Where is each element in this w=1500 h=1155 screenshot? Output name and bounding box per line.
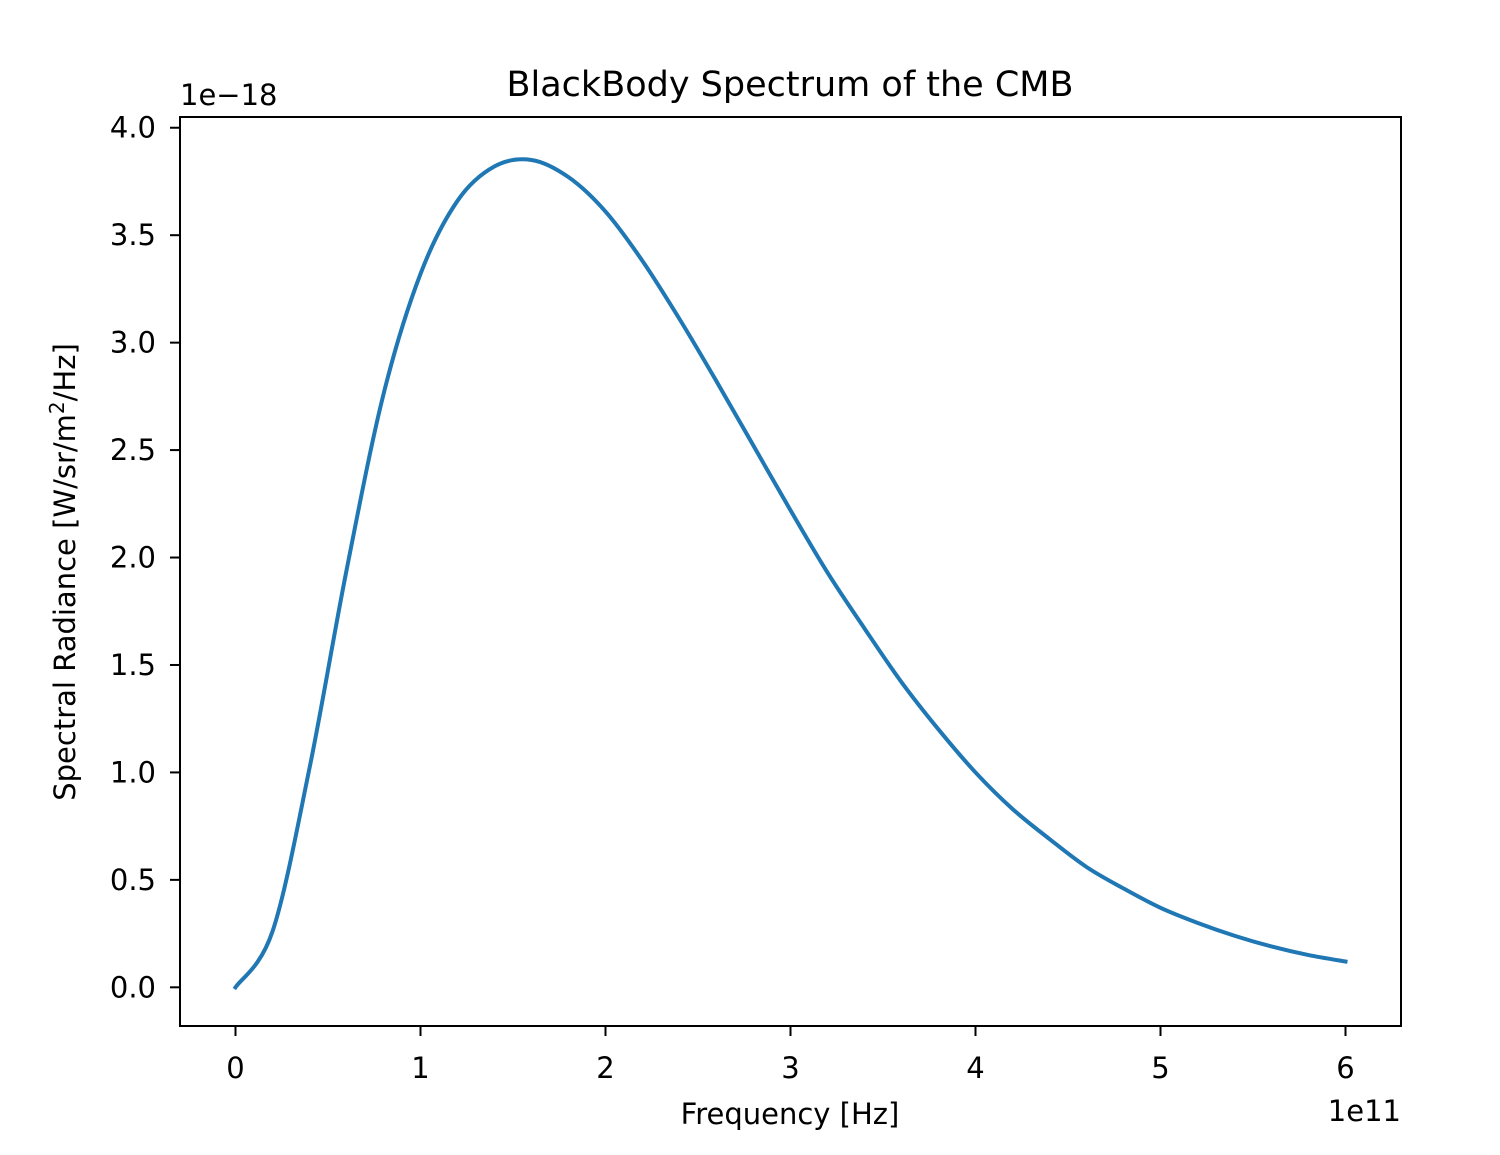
x-tick-label: 1 — [411, 1051, 429, 1085]
x-axis-offset-label: 1e11 — [1328, 1094, 1401, 1128]
x-axis-label: Frequency [Hz] — [681, 1097, 900, 1131]
series-layer — [232, 157, 1348, 991]
y-axis-label-superscript: 2 — [45, 401, 69, 414]
x-axis: 0 1 2 3 4 5 6 — [226, 1026, 1355, 1085]
x-tick-label: 2 — [596, 1051, 614, 1085]
y-axis: 0.0 0.5 1.0 1.5 2.0 2.5 3.0 3.5 4.0 — [110, 111, 180, 1004]
x-tick-label: 0 — [226, 1051, 244, 1085]
y-axis-label-unit: /Hz] — [48, 343, 82, 401]
y-tick-label: 0.5 — [110, 863, 156, 897]
y-tick-label: 1.0 — [110, 755, 156, 789]
y-tick-label: 4.0 — [110, 111, 156, 145]
y-axis-label-main: Spectral Radiance [W/sr/m — [48, 414, 82, 801]
y-tick-label: 3.5 — [110, 218, 156, 252]
y-tick-label: 2.0 — [110, 541, 156, 575]
plot-frame — [179, 116, 1402, 1027]
series-line-0 — [232, 157, 1348, 991]
y-tick-label: 0.0 — [110, 970, 156, 1004]
chart-title: BlackBody Spectrum of the CMB — [507, 65, 1074, 105]
y-axis-label: Spectral Radiance [W/sr/m2/Hz] — [45, 343, 82, 801]
y-tick-label: 1.5 — [110, 648, 156, 682]
y-axis-offset-label: 1e−18 — [180, 78, 278, 112]
x-tick-label: 4 — [966, 1051, 984, 1085]
y-tick-label: 3.0 — [110, 326, 156, 360]
x-tick-label: 6 — [1336, 1051, 1354, 1085]
x-tick-label: 3 — [781, 1051, 799, 1085]
y-tick-label: 2.5 — [110, 433, 156, 467]
x-tick-label: 5 — [1151, 1051, 1169, 1085]
